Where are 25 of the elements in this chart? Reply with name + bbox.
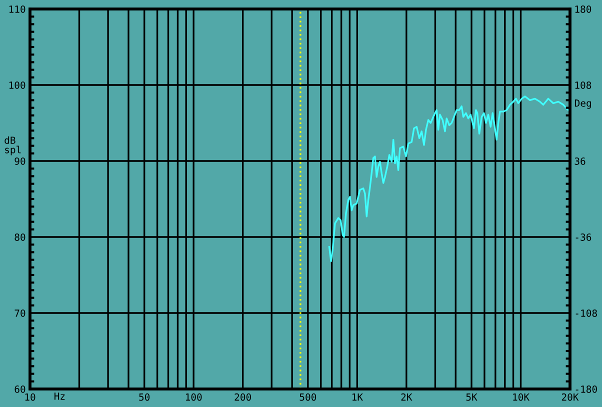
x-tick-label: 20K (562, 393, 579, 401)
x-tick-label: 2K (401, 393, 412, 401)
x-tick-label: 10K (513, 393, 530, 401)
y2-tick-label: -36 (576, 234, 592, 241)
y-tick-label: 60 (14, 386, 26, 393)
x-tick-label: 100 (186, 393, 202, 401)
y2-tick-label: -180 (576, 386, 597, 393)
y-tick-label: 80 (14, 234, 26, 241)
x-tick-label: 10 (25, 393, 36, 401)
y-tick-label: 70 (14, 310, 26, 317)
y-tick-label: 100 (9, 82, 26, 89)
y2-axis-title: Deg (574, 100, 591, 109)
y2-tick-label: 108 (575, 82, 592, 89)
y-axis-title: dB spl (4, 136, 21, 156)
x-tick-label: 50 (139, 393, 150, 401)
y-tick-label: 90 (14, 158, 26, 165)
x-tick-label: 5K (466, 394, 478, 401)
y-tick-label: 110 (9, 6, 26, 13)
x-axis-title: Hz (54, 392, 65, 400)
y2-tick-label: 180 (575, 6, 592, 13)
x-tick-label: 200 (234, 393, 251, 401)
y2-tick-label: 36 (574, 158, 586, 165)
y2-tick-label: -108 (576, 310, 597, 317)
x-tick-label: 500 (300, 393, 316, 401)
x-tick-label: 1K (352, 394, 363, 401)
